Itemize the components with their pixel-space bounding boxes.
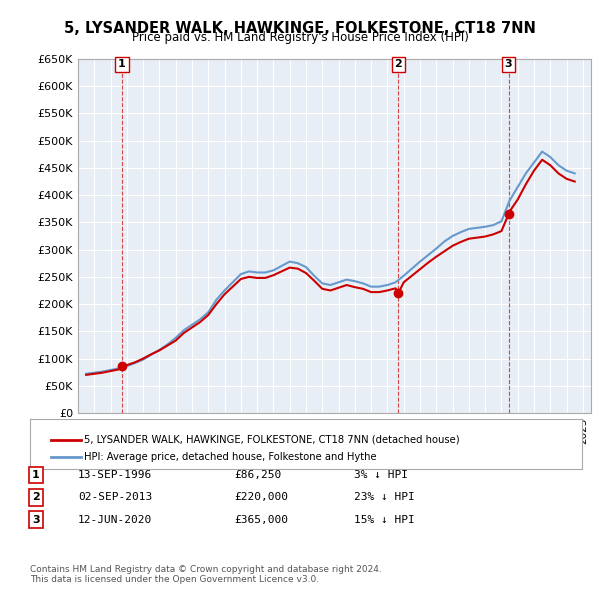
Text: £365,000: £365,000	[234, 515, 288, 525]
Text: 1: 1	[118, 60, 126, 70]
Text: Price paid vs. HM Land Registry's House Price Index (HPI): Price paid vs. HM Land Registry's House …	[131, 31, 469, 44]
Text: 13-SEP-1996: 13-SEP-1996	[78, 470, 152, 480]
Text: 5, LYSANDER WALK, HAWKINGE, FOLKESTONE, CT18 7NN: 5, LYSANDER WALK, HAWKINGE, FOLKESTONE, …	[64, 21, 536, 35]
Text: 02-SEP-2013: 02-SEP-2013	[78, 493, 152, 502]
Text: 3% ↓ HPI: 3% ↓ HPI	[354, 470, 408, 480]
Text: 5, LYSANDER WALK, HAWKINGE, FOLKESTONE, CT18 7NN (detached house): 5, LYSANDER WALK, HAWKINGE, FOLKESTONE, …	[84, 435, 460, 444]
Text: £220,000: £220,000	[234, 493, 288, 502]
Text: 1: 1	[32, 470, 40, 480]
Text: 2: 2	[32, 493, 40, 502]
Text: 3: 3	[32, 515, 40, 525]
Text: 2: 2	[394, 60, 402, 70]
Text: 15% ↓ HPI: 15% ↓ HPI	[354, 515, 415, 525]
Text: 3: 3	[505, 60, 512, 70]
Text: 23% ↓ HPI: 23% ↓ HPI	[354, 493, 415, 502]
Text: Contains HM Land Registry data © Crown copyright and database right 2024.
This d: Contains HM Land Registry data © Crown c…	[30, 565, 382, 584]
Text: HPI: Average price, detached house, Folkestone and Hythe: HPI: Average price, detached house, Folk…	[84, 453, 377, 462]
Text: £86,250: £86,250	[234, 470, 281, 480]
Text: 12-JUN-2020: 12-JUN-2020	[78, 515, 152, 525]
